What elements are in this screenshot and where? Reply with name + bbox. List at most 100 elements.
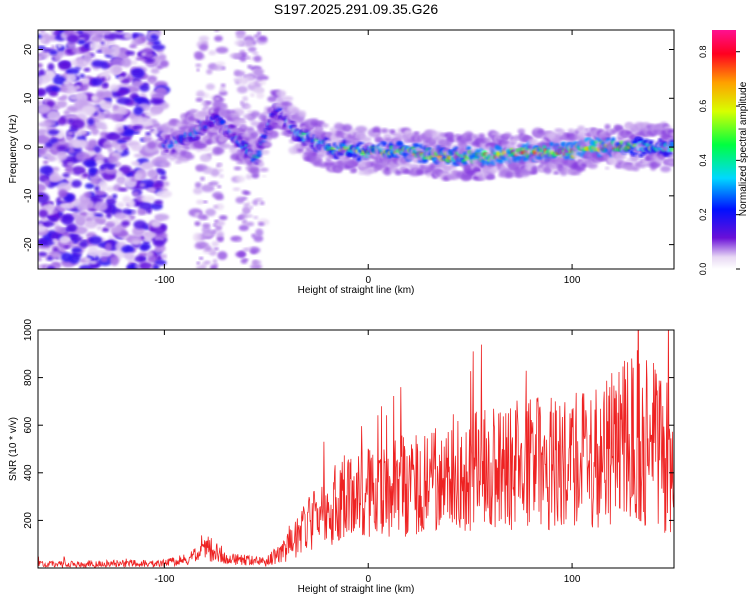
spectrogram-cell bbox=[50, 30, 56, 33]
spectrogram-cell bbox=[584, 128, 590, 132]
spectrogram-cell bbox=[245, 173, 253, 180]
spectrogram-cell bbox=[203, 260, 211, 265]
spectrogram-cell bbox=[246, 214, 253, 218]
snr-frame bbox=[37, 329, 675, 569]
spectrogram-cell bbox=[234, 40, 245, 46]
spectrogram-cell bbox=[104, 221, 116, 229]
spectrogram-cell bbox=[105, 110, 111, 115]
spectrogram-cell bbox=[61, 94, 68, 101]
spectrogram-cell bbox=[253, 215, 259, 220]
spectrogram-cell bbox=[57, 43, 62, 49]
spectrogram-ylabel: Frequency (Hz) bbox=[8, 115, 19, 184]
y-tick-label: 20 bbox=[23, 44, 34, 56]
spectrogram-cell bbox=[116, 88, 130, 95]
spectrogram-cell bbox=[276, 96, 284, 104]
spectrogram-cell bbox=[133, 131, 140, 135]
spectrogram-cell bbox=[267, 96, 278, 103]
spectrogram-cell bbox=[105, 140, 112, 145]
colorbar: 0.0 0.2 0.4 0.6 0.8 Normalized spectral ampl… bbox=[698, 30, 749, 275]
spectrogram-cell bbox=[220, 143, 231, 149]
spectrogram-cell bbox=[111, 114, 123, 122]
spectrogram-cell bbox=[372, 126, 381, 135]
spectrogram-cell bbox=[99, 103, 112, 110]
spectrogram-cell bbox=[200, 184, 215, 193]
spectrogram-cell bbox=[100, 41, 105, 45]
spectrogram-cell bbox=[533, 139, 538, 143]
spectrogram-cell bbox=[91, 95, 98, 101]
spectrogram-cell bbox=[200, 154, 211, 163]
spectrogram-cell bbox=[105, 132, 122, 141]
spectrogram-cell bbox=[242, 207, 251, 213]
spectrogram-cell bbox=[202, 223, 211, 228]
spectrogram-cell bbox=[132, 126, 139, 131]
colorbar-tick-label: 0.2 bbox=[698, 208, 708, 221]
spectrogram-cell bbox=[57, 150, 68, 161]
spectrogram-cell bbox=[185, 153, 195, 160]
spectrogram-cell bbox=[445, 142, 453, 147]
spectrogram-cell bbox=[578, 130, 588, 138]
spectrogram-cell bbox=[321, 123, 329, 128]
spectrogram-frame bbox=[37, 29, 675, 270]
spectrogram-cell bbox=[219, 86, 226, 92]
spectrogram-cell bbox=[84, 220, 98, 229]
spectrogram-cell bbox=[150, 107, 163, 115]
spectrogram-cell bbox=[93, 145, 102, 154]
spectrogram-cell bbox=[658, 138, 664, 142]
spectrogram-cell bbox=[244, 39, 254, 47]
spectrogram-cell bbox=[59, 235, 70, 244]
spectrogram-cell bbox=[235, 175, 246, 183]
spectrogram-cell bbox=[220, 83, 226, 88]
spectrogram-cell bbox=[671, 143, 674, 147]
spectrogram-cell bbox=[66, 146, 75, 154]
spectrogram-cell bbox=[132, 33, 138, 38]
spectrogram-cell bbox=[88, 41, 102, 50]
spectrogram-cell bbox=[51, 166, 60, 172]
spectrogram-cell bbox=[46, 265, 56, 269]
spectrogram-cell bbox=[164, 148, 170, 153]
spectrogram-cell bbox=[253, 87, 265, 94]
spectrogram-cell bbox=[203, 232, 213, 238]
spectrogram-cell bbox=[146, 187, 156, 192]
spectrogram-cell bbox=[115, 30, 124, 33]
spectrogram-cell bbox=[108, 45, 121, 57]
spectrogram-cell bbox=[57, 100, 68, 108]
spectrogram-cell bbox=[404, 168, 410, 173]
spectrogram-cell bbox=[84, 183, 95, 189]
spectrogram-cell bbox=[109, 255, 120, 266]
spectrogram-cell bbox=[100, 257, 109, 262]
spectrogram-cell bbox=[222, 103, 228, 108]
spectrogram-cell bbox=[114, 212, 127, 220]
spectrogram-cell bbox=[577, 125, 585, 132]
spectrogram-cell bbox=[51, 252, 60, 258]
spectrogram-cell bbox=[44, 179, 51, 187]
spectrogram-cell bbox=[40, 38, 46, 43]
spectrogram-cell bbox=[70, 235, 83, 243]
spectrogram-cell bbox=[56, 145, 67, 151]
spectrogram-cell bbox=[93, 201, 108, 212]
spectrogram-cell bbox=[239, 125, 248, 130]
spectrogram-cell bbox=[250, 130, 259, 139]
spectrogram-cell bbox=[117, 127, 125, 133]
spectrogram-cell bbox=[195, 164, 208, 171]
spectrogram-cell bbox=[55, 227, 67, 234]
spectrogram-cell bbox=[49, 216, 58, 222]
chart-title: S197.2025.291.09.35.G26 bbox=[274, 1, 438, 17]
spectrogram-cell bbox=[218, 215, 228, 221]
spectrogram-cell bbox=[349, 168, 357, 174]
spectrogram-cell bbox=[206, 69, 213, 75]
spectrogram-cell bbox=[229, 53, 243, 59]
spectrogram-cell bbox=[155, 190, 172, 199]
spectrogram-cell bbox=[100, 61, 109, 70]
spectrogram-cell bbox=[568, 133, 579, 142]
spectrogram-cell bbox=[117, 52, 128, 58]
spectrogram-cell bbox=[95, 121, 107, 129]
spectrogram-cell bbox=[59, 202, 75, 209]
spectrogram-cell bbox=[130, 144, 143, 152]
spectrogram-cell bbox=[112, 104, 119, 110]
spectrogram-cell bbox=[73, 239, 78, 244]
spectrogram-cell bbox=[194, 135, 201, 140]
spectrogram-cell bbox=[194, 221, 201, 227]
spectrogram-cell bbox=[249, 81, 255, 86]
spectrogram-cell bbox=[604, 166, 610, 170]
spectrogram-cell bbox=[380, 128, 389, 134]
